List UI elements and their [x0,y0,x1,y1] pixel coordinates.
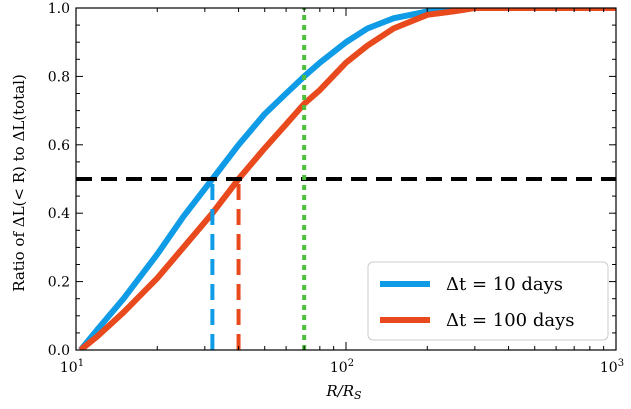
plot-area [76,8,616,350]
legend-label-1: Δt = 10 days [446,274,563,295]
x-tick-label: 101 [60,358,84,376]
y-tick-label: 0.8 [48,69,70,85]
x-tick-base: 10 [600,360,618,376]
x-axis-label-main: R/R [325,382,354,400]
legend: Δt = 10 days Δt = 100 days [367,261,609,341]
x-axis-label-sub: S [354,389,362,402]
y-axis-label: Ratio of ΔL(< R) to ΔL(total) [10,74,28,292]
legend-label-2: Δt = 100 days [446,310,575,331]
x-tick-base: 10 [60,360,78,376]
y-tick-label: 0.0 [48,343,70,359]
x-tick-exponent: 3 [618,358,624,369]
y-tick-label: 1.0 [48,1,70,17]
y-tick-label: 0.4 [48,206,70,222]
series-line-2 [78,8,616,350]
x-axis-label: R/RS [325,382,362,402]
y-tick-label: 0.2 [48,275,70,291]
y-tick-label: 0.6 [48,138,70,154]
x-tick-base: 10 [330,360,348,376]
x-tick-label: 103 [600,358,624,376]
x-tick-label: 102 [330,358,354,376]
x-tick-exponent: 2 [348,358,354,369]
x-tick-exponent: 1 [78,358,84,369]
